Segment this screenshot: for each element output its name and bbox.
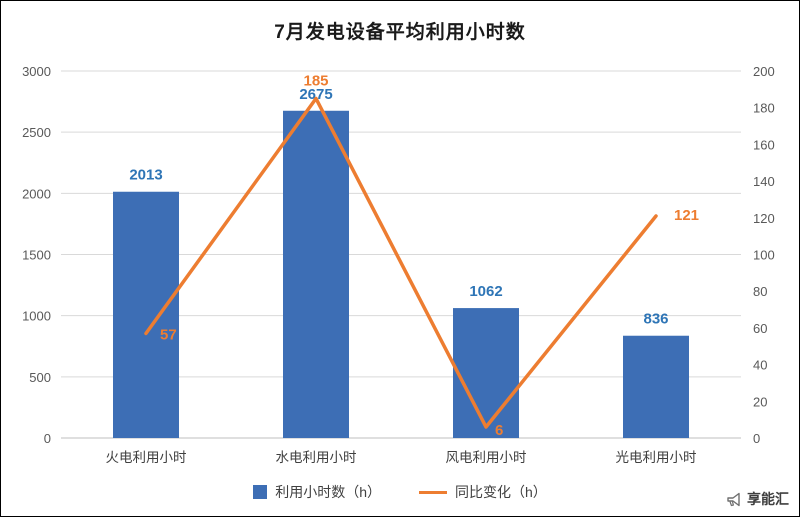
right-axis-tick-label: 20 [753,394,767,409]
right-axis-tick-label: 60 [753,321,767,336]
chart-legend: 利用小时数（h） 同比变化（h） [1,482,799,502]
chart-title: 7月发电设备平均利用小时数 [274,22,526,43]
right-axis-tick-label: 180 [753,101,775,116]
right-axis-tick-label: 120 [753,211,775,226]
line-value-label: 57 [160,326,177,343]
bar [283,110,349,438]
left-axis-tick-label: 1000 [22,309,51,324]
right-axis-tick-label: 0 [753,431,760,446]
bar-series-swatch-icon [253,485,268,499]
x-axis-category-label: 水电利用小时 [276,450,357,465]
line-value-label: 185 [303,73,328,90]
megaphone-icon [727,492,740,506]
bar [453,308,519,438]
bar-value-label: 2013 [129,167,162,184]
watermark-text: 享能汇 [747,491,789,507]
bar [113,191,179,438]
legend-item-line: 同比变化（h） [419,482,547,502]
line-series-swatch-icon [419,490,447,494]
right-axis-tick-label: 160 [753,137,775,152]
left-axis-tick-label: 0 [44,431,51,446]
left-axis-tick-label: 3000 [22,64,51,79]
right-axis-tick-label: 40 [753,358,767,373]
right-axis-tick-label: 140 [753,174,775,189]
left-axis-tick-label: 1500 [22,248,51,263]
line-series [144,96,658,429]
line-value-label: 6 [495,422,503,439]
left-axis-tick-label: 2000 [22,186,51,201]
right-axis-tick-label: 200 [753,64,775,79]
bar-value-label: 836 [643,311,668,328]
bar-value-label: 1062 [469,283,502,300]
x-axis-category-label: 火电利用小时 [106,450,187,465]
left-axis-tick-label: 500 [29,370,51,385]
x-axis-category-label: 光电利用小时 [616,450,697,465]
legend-label-line: 同比变化（h） [455,484,547,500]
legend-item-bars: 利用小时数（h） [253,482,381,502]
line-value-label: 121 [674,207,699,224]
watermark: 享能汇 [726,489,789,509]
legend-label-bars: 利用小时数（h） [275,484,381,500]
x-axis-category-label: 风电利用小时 [446,450,527,465]
left-axis-tick-label: 2500 [22,125,51,140]
right-axis-tick-label: 80 [753,284,767,299]
bar-value-label: 2675 [299,86,332,103]
bar [623,335,689,438]
right-axis-tick-label: 100 [753,248,775,263]
